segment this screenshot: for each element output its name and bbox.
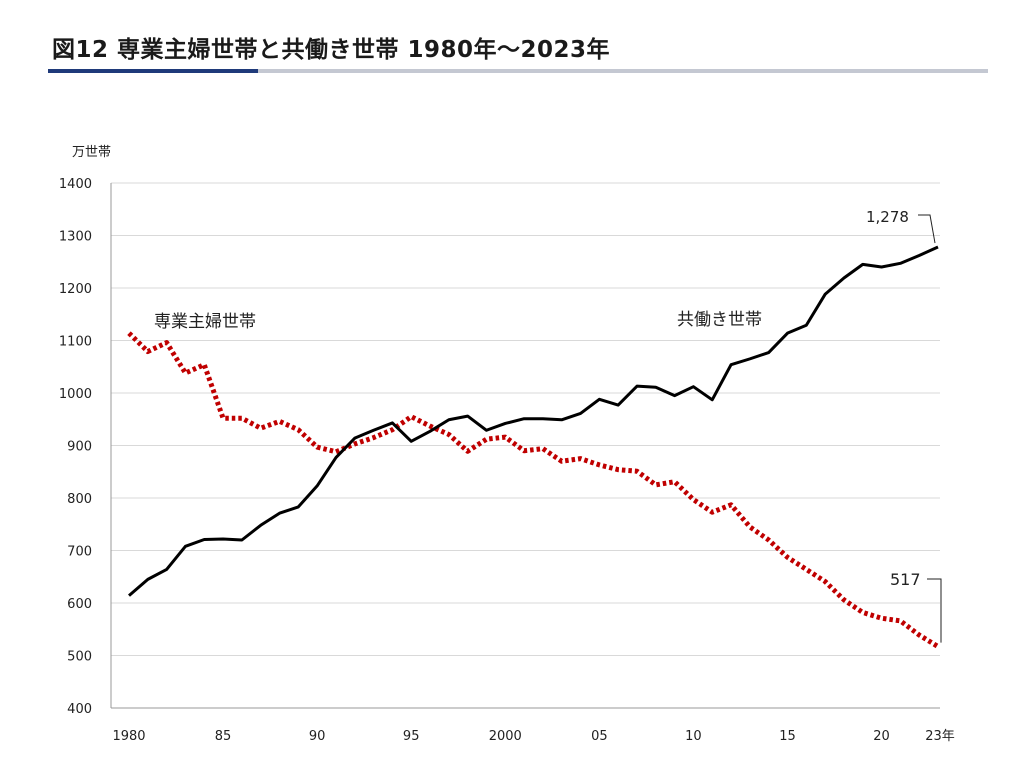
y-tick-label: 700 (67, 545, 92, 560)
x-tick-label: 85 (215, 729, 232, 744)
y-tick-label: 900 (67, 440, 92, 455)
leader-line-dual-income (918, 214, 936, 244)
series-label-dual-income: 共働き世帯 (677, 310, 762, 330)
annotations: 専業主婦世帯 共働き世帯 1,278 517 (154, 208, 942, 643)
y-tick-label: 1200 (59, 282, 92, 297)
y-tick-label: 1100 (59, 335, 92, 350)
series-line-housewife (127, 331, 940, 649)
y-tick-label: 400 (67, 702, 92, 717)
y-tick-label: 600 (67, 597, 92, 612)
x-tick-label: 15 (779, 729, 796, 744)
x-tick-label: 1980 (112, 729, 145, 744)
x-tick-label: 2000 (489, 729, 522, 744)
x-tick-label: 10 (685, 729, 702, 744)
y-axis-label: 万世帯 (72, 145, 111, 160)
x-tick-label: 90 (309, 729, 326, 744)
axes: 400 500 600 700 800 900 1000 1100 1200 1300 1400 19… (59, 177, 955, 744)
page-title: 図12 専業主婦世帯と共働き世帯 1980年〜2023年 (52, 37, 611, 63)
x-tick-label: 05 (591, 729, 608, 744)
series-label-housewife: 専業主婦世帯 (154, 312, 256, 332)
gridlines (111, 182, 940, 656)
y-tick-label: 500 (67, 650, 92, 665)
title-underline-accent (48, 69, 258, 73)
y-tick-label: 1400 (59, 177, 92, 192)
title-underline (258, 69, 988, 73)
x-tick-label: 95 (403, 729, 420, 744)
end-value-label-housewife: 517 (890, 570, 921, 589)
y-tick-label: 1000 (59, 387, 92, 402)
y-tick-label: 800 (67, 492, 92, 507)
y-tick-label: 1300 (59, 230, 92, 245)
leader-line-housewife (927, 578, 942, 643)
series (127, 245, 940, 649)
end-value-label-dual-income: 1,278 (866, 208, 909, 226)
x-tick-label: 20 (873, 729, 890, 744)
series-line-dual-income (128, 245, 939, 597)
x-tick-label: 23年 (925, 729, 955, 744)
